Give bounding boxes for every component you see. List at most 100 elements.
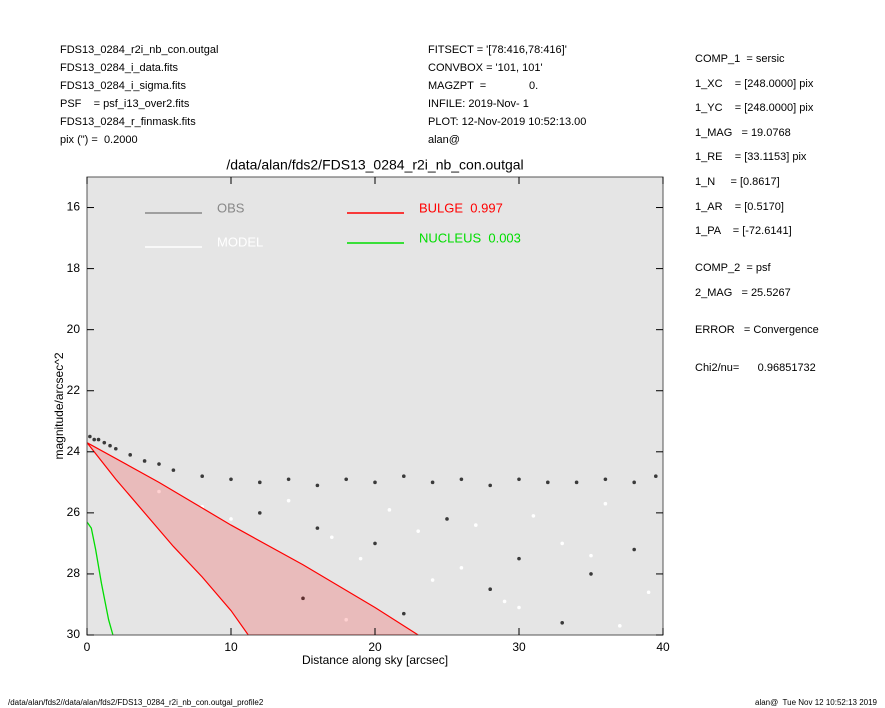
fit-parameter: Chi2/nu= 0.96851732 [695,362,816,374]
data-point [108,443,112,448]
legend-label: BULGE 0.997 [419,200,503,215]
data-point [654,474,658,479]
y-tick-label: 30 [67,627,81,641]
fit-parameter: COMP_2 = psf [695,262,771,274]
data-point [603,501,608,506]
fit-parameter: 1_N = [0.8617] [695,176,780,188]
data-point [344,477,349,482]
data-point [574,480,579,485]
data-point [102,440,107,445]
data-point [560,620,564,625]
data-point [258,511,262,515]
data-point [560,541,564,546]
data-point [88,434,92,439]
data-point [387,508,392,512]
data-point [171,468,176,472]
data-point [502,599,507,604]
data-point [445,517,449,521]
data-point [474,523,478,527]
data-point [632,547,636,552]
header-text: FDS13_0284_r2i_nb_con.outgal [60,44,218,56]
plot-area [87,177,663,635]
data-point [315,483,320,488]
data-point [618,624,622,628]
fit-parameter: 1_XC = [248.0000] pix [695,78,814,90]
legend-label: OBS [217,200,245,215]
data-point [646,590,651,595]
data-point [430,578,435,582]
data-point [229,517,233,521]
y-tick-label: 26 [67,505,81,519]
x-tick-label: 10 [224,640,238,654]
data-point [589,572,593,576]
header-text: pix (") = 0.2000 [60,134,138,146]
data-point [402,474,406,479]
profile-line [87,521,114,635]
fit-parameter: 1_PA = [-72.6141] [695,225,792,237]
data-point [258,480,262,485]
data-point [402,611,406,616]
data-point [517,605,521,610]
data-point [114,446,118,451]
data-point [603,477,608,482]
data-point [430,480,435,485]
data-point [200,474,204,479]
header-text: PSF = psf_i13_over2.fits [60,98,190,110]
header-text: PLOT: 12-Nov-2019 10:52:13.00 [428,116,586,128]
header-text: FDS13_0284_i_data.fits [60,62,179,74]
data-point [315,526,320,530]
data-point [157,462,161,466]
data-point [344,617,349,622]
y-axis-label: magnitude/arcsec^2 [52,352,66,459]
data-point [517,556,521,561]
data-point [632,480,636,485]
data-point [330,535,334,540]
fit-parameter: 1_YC = [248.0000] pix [695,102,814,114]
footer-text: alan@ Tue Nov 12 10:52:13 2019 [755,698,878,707]
data-point [416,529,421,533]
header-text: INFILE: 2019-Nov- 1 [428,98,529,110]
data-point [128,453,132,457]
data-point [459,566,464,570]
data-point [546,480,550,485]
header-text: FDS13_0284_r_finmask.fits [60,116,196,128]
header-text: MAGZPT = 0. [428,80,538,92]
data-point [229,477,233,482]
data-point [373,480,377,485]
header-text: FITSECT = '[78:416,78:416]' [428,44,567,56]
fit-parameter: 2_MAG = 25.5267 [695,287,791,299]
y-tick-label: 18 [67,261,81,275]
chart-title: /data/alan/fds2/FDS13_0284_r2i_nb_con.ou… [226,157,523,173]
header-text: CONVBOX = '101, 101' [428,62,543,74]
fit-parameter: 1_MAG = 19.0768 [695,127,791,139]
footer-text: /data/alan/fds2//data/alan/fds2/FDS13_02… [8,698,264,707]
y-tick-label: 16 [67,200,81,214]
data-point [459,477,464,482]
data-point [531,514,536,518]
data-point [286,498,291,503]
fit-parameter: 1_AR = [0.5170] [695,201,784,213]
data-point [358,556,363,561]
x-axis-label: Distance along sky [arcsec] [302,653,448,667]
data-point [157,489,161,494]
x-tick-label: 30 [512,640,526,654]
data-point [373,541,377,546]
legend-label: NUCLEUS 0.003 [419,230,521,245]
data-point [301,596,305,601]
x-tick-label: 40 [656,640,670,654]
y-tick-label: 24 [67,444,81,458]
y-tick-label: 28 [67,566,81,580]
x-tick-label: 20 [368,640,382,654]
y-tick-label: 22 [67,383,81,397]
header-text: alan@ [428,134,460,146]
data-point [517,477,521,482]
data-point [96,437,101,442]
data-point [488,587,493,591]
data-point [92,437,96,442]
plot-marks [87,434,658,635]
data-point [488,483,493,488]
y-tick-label: 20 [67,322,81,336]
x-tick-label: 0 [84,640,91,654]
profile-band [87,442,420,635]
